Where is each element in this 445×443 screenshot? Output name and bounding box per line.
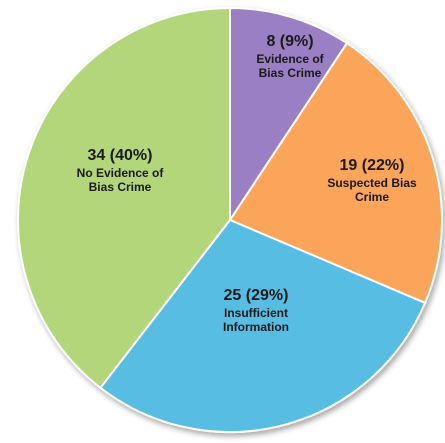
slice-category-label-4-line-1: No Evidence of	[77, 166, 165, 180]
slice-category-label-3-line-1: Insufficient	[224, 306, 288, 320]
slice-count-label-2: 19 (22%)	[340, 157, 405, 174]
slice-category-label-2-line-1: Suspected Bias	[327, 176, 417, 190]
pie-slice-1	[229, 6, 349, 224]
slice-category-label-4-line-2: Bias Crime	[89, 180, 152, 194]
pie-slice-2	[228, 41, 443, 305]
slice-category-label-3-line-2: Information	[223, 320, 289, 334]
slice-count-label-3: 25 (29%)	[224, 287, 289, 304]
slice-count-label-1: 8 (9%)	[266, 33, 313, 50]
slice-count-label-4: 34 (40%)	[88, 147, 153, 164]
slice-category-label-1-line-1: Evidence of	[256, 52, 324, 66]
slice-category-label-2-line-2: Crime	[355, 190, 389, 204]
slice-category-label-1-line-2: Bias Crime	[259, 66, 322, 80]
pie-slice-3	[99, 218, 427, 433]
pie-slice-4	[17, 6, 231, 390]
pie-slices	[17, 6, 443, 433]
